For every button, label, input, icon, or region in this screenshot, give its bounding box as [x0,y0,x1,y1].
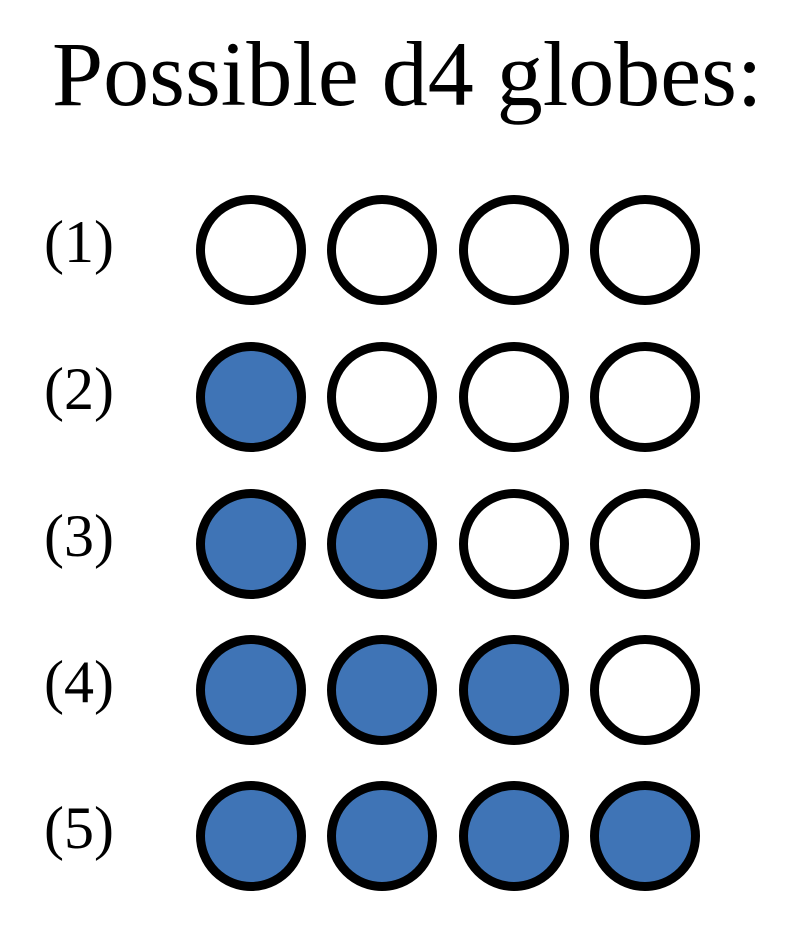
empty-globe-circle [590,195,700,305]
empty-globe-circle [459,489,569,599]
filled-globe-circle [196,635,306,745]
filled-globe-circle [196,489,306,599]
empty-globe-circle [590,489,700,599]
globe-row-4: (4) [0,630,802,745]
globe-row-2: (2) [0,337,802,452]
filled-globe-circle [196,781,306,891]
row-label: (2) [44,356,114,422]
filled-globe-circle [590,781,700,891]
filled-globe-circle [196,342,306,452]
empty-globe-circle [459,195,569,305]
empty-globe-circle [590,635,700,745]
empty-globe-circle [590,342,700,452]
filled-globe-circle [327,781,437,891]
filled-globe-circle [327,489,437,599]
empty-globe-circle [327,195,437,305]
row-label: (3) [44,503,114,569]
row-label: (1) [44,209,114,275]
empty-globe-circle [327,342,437,452]
globe-row-3: (3) [0,484,802,599]
filled-globe-circle [327,635,437,745]
diagram-title: Possible d4 globes: [52,23,763,125]
filled-globe-circle [459,781,569,891]
globe-row-1: (1) [0,190,802,305]
globe-row-5: (5) [0,776,802,891]
empty-globe-circle [196,195,306,305]
filled-globe-circle [459,635,569,745]
row-label: (5) [44,795,114,861]
row-label: (4) [44,649,114,715]
empty-globe-circle [459,342,569,452]
